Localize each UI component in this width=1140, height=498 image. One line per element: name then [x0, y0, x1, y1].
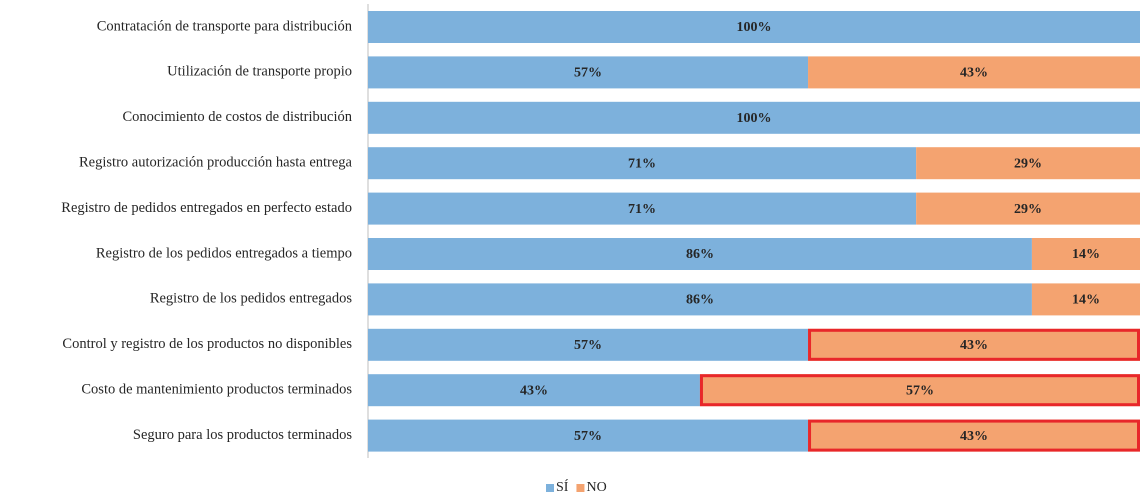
bar-segment — [699, 374, 1140, 407]
data-label: 43% — [960, 338, 988, 353]
data-label: 43% — [960, 66, 988, 81]
highlight-outline — [808, 328, 1140, 361]
data-label: 100% — [737, 111, 772, 126]
bar-segment — [808, 328, 1140, 361]
category-label: Contratación de transporte para distribu… — [97, 18, 353, 34]
data-label: 86% — [686, 247, 714, 262]
bar-segment — [368, 238, 1032, 270]
bar-segment — [808, 419, 1140, 452]
legend-swatch — [546, 484, 554, 492]
bar-segment — [808, 56, 1140, 89]
bar-segment — [1031, 238, 1140, 270]
bar-segment — [368, 283, 1032, 316]
data-label: 43% — [520, 383, 548, 398]
data-label: 43% — [960, 429, 988, 444]
data-label: 29% — [1014, 202, 1042, 217]
bar-segment — [368, 419, 809, 452]
bar-segment — [368, 56, 809, 89]
data-label: 57% — [574, 338, 602, 353]
category-label: Seguro para los productos terminados — [133, 427, 352, 443]
bar-segment — [1031, 283, 1140, 316]
category-label: Utilización de transporte propio — [167, 64, 352, 80]
bar-segment — [368, 328, 809, 361]
category-label: Conocimiento de costos de distribución — [122, 109, 352, 125]
category-label: Registro autorización producción hasta e… — [79, 155, 353, 171]
legend-label: SÍ — [556, 478, 569, 495]
highlight-outline — [808, 419, 1140, 452]
category-label: Registro de pedidos entregados en perfec… — [61, 200, 352, 216]
category-label: Registro de los pedidos entregados a tie… — [96, 245, 352, 261]
data-label: 29% — [1014, 156, 1042, 171]
data-label: 71% — [628, 202, 656, 217]
bar-segment — [368, 192, 917, 225]
data-label: 100% — [737, 20, 772, 35]
bar-segment — [368, 147, 917, 180]
bar-segment — [368, 374, 700, 407]
data-label: 57% — [574, 66, 602, 81]
bar-segment — [916, 147, 1140, 180]
data-label: 14% — [1072, 247, 1100, 262]
category-label: Registro de los pedidos entregados — [150, 291, 353, 307]
legend-swatch — [576, 484, 585, 492]
data-label: 57% — [906, 383, 934, 398]
bar-segment — [368, 101, 1140, 134]
highlight-outline — [699, 374, 1140, 407]
data-label: 86% — [686, 293, 714, 308]
legend-label: NO — [586, 480, 606, 495]
category-label: Costo de mantenimiento productos termina… — [81, 382, 352, 398]
bar-segment — [916, 192, 1140, 225]
data-label: 71% — [628, 156, 656, 171]
data-label: 14% — [1072, 293, 1100, 308]
category-label: Control y registro de los productos no d… — [62, 336, 352, 352]
data-label: 57% — [574, 429, 602, 444]
bar-segment — [368, 11, 1140, 43]
